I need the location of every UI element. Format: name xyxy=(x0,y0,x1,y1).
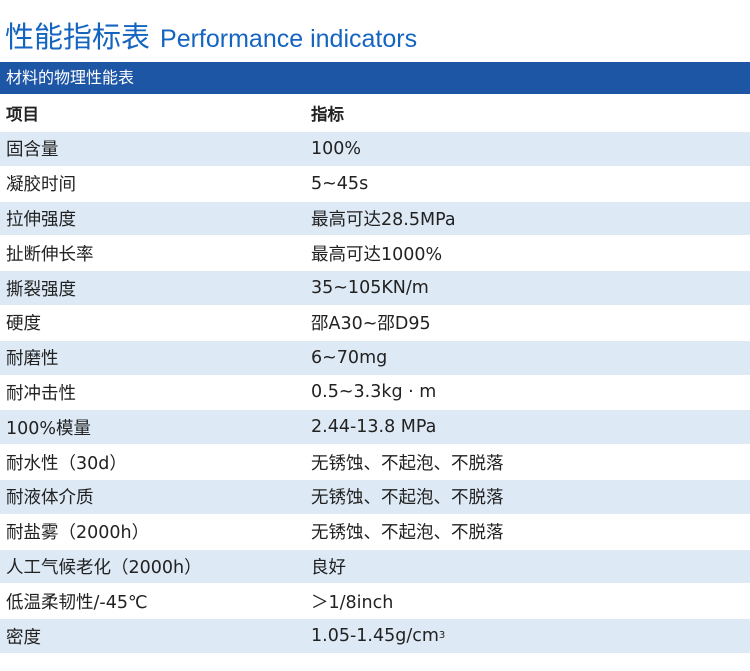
row-item: 耐液体介质 xyxy=(6,488,94,509)
table-row: 耐磨性 6~70mg xyxy=(0,339,750,375)
row-value: 无锈蚀、不起泡、不脱落 xyxy=(311,523,504,544)
table-row: 凝胶时间 5~45s xyxy=(0,165,750,201)
row-value: 无锈蚀、不起泡、不脱落 xyxy=(311,453,504,474)
properties-table: 项目 指标 固含量 100% 凝胶时间 5~45s 拉伸强度 最高可达28.5M… xyxy=(0,94,750,653)
page-title: 性能指标表 Performance indicators xyxy=(5,14,417,54)
row-item: 撕裂强度 xyxy=(6,279,76,300)
table-row: 耐冲击性 0.5~3.3kg · m xyxy=(0,374,750,410)
row-value: 最高可达1000% xyxy=(311,244,443,265)
section-title-bar: 材料的物理性能表 xyxy=(0,62,750,94)
row-value: 0.5~3.3kg · m xyxy=(311,382,437,403)
table-row: 拉伸强度 最高可达28.5MPa xyxy=(0,200,750,236)
row-value: 最高可达28.5MPa xyxy=(311,209,456,230)
table-row: 密度 1.05-1.45g/cm 3 xyxy=(0,618,750,653)
density-value: 1.05-1.45g/cm xyxy=(311,626,439,647)
row-item: 100%模量 xyxy=(6,418,92,439)
table-row: 耐盐雾（2000h） 无锈蚀、不起泡、不脱落 xyxy=(0,513,750,549)
row-value: ＞1/8inch xyxy=(311,592,394,613)
table-row: 硬度 邵A30~邵D95 xyxy=(0,304,750,340)
row-item: 密度 xyxy=(6,627,41,648)
table-row: 扯断伸长率 最高可达1000% xyxy=(0,235,750,271)
row-value: 5~45s xyxy=(311,173,369,194)
table-row: 100%模量 2.44-13.8 MPa xyxy=(0,409,750,445)
row-value: 1.05-1.45g/cm 3 xyxy=(311,626,446,647)
row-item: 扯断伸长率 xyxy=(6,244,94,265)
table-row: 固含量 100% xyxy=(0,131,750,166)
table-row: 耐水性（30d） 无锈蚀、不起泡、不脱落 xyxy=(0,444,750,479)
row-value: 邵A30~邵D95 xyxy=(311,314,431,335)
row-value: 2.44-13.8 MPa xyxy=(311,417,437,438)
row-item: 低温柔韧性/-45℃ xyxy=(6,592,148,613)
table-row: 耐液体介质 无锈蚀、不起泡、不脱落 xyxy=(0,478,750,514)
table-header-row: 项目 指标 xyxy=(0,94,750,131)
page-title-english: Performance indicators xyxy=(160,25,418,53)
table-row: 撕裂强度 35~105KN/m xyxy=(0,270,750,305)
column-header-value: 指标 xyxy=(311,105,344,124)
row-item: 凝胶时间 xyxy=(6,175,76,196)
section-title: 材料的物理性能表 xyxy=(6,68,135,87)
row-item: 人工气候老化（2000h） xyxy=(6,557,202,578)
row-value: 100% xyxy=(311,138,362,159)
row-value: 35~105KN/m xyxy=(311,278,429,299)
row-item: 硬度 xyxy=(6,314,41,335)
row-value: 良好 xyxy=(311,557,346,578)
row-item: 耐磨性 xyxy=(6,349,59,370)
row-item: 固含量 xyxy=(6,140,59,161)
column-header-item: 项目 xyxy=(6,105,39,124)
table-row: 低温柔韧性/-45℃ ＞1/8inch xyxy=(0,583,750,619)
row-value: 6~70mg xyxy=(311,347,388,368)
table-row: 人工气候老化（2000h） 良好 xyxy=(0,548,750,584)
row-item: 耐冲击性 xyxy=(6,383,76,404)
row-item: 耐水性（30d） xyxy=(6,453,127,474)
page-title-chinese: 性能指标表 xyxy=(5,20,151,54)
row-item: 耐盐雾（2000h） xyxy=(6,523,150,544)
row-value: 无锈蚀、不起泡、不脱落 xyxy=(311,488,504,509)
row-item: 拉伸强度 xyxy=(6,209,76,230)
